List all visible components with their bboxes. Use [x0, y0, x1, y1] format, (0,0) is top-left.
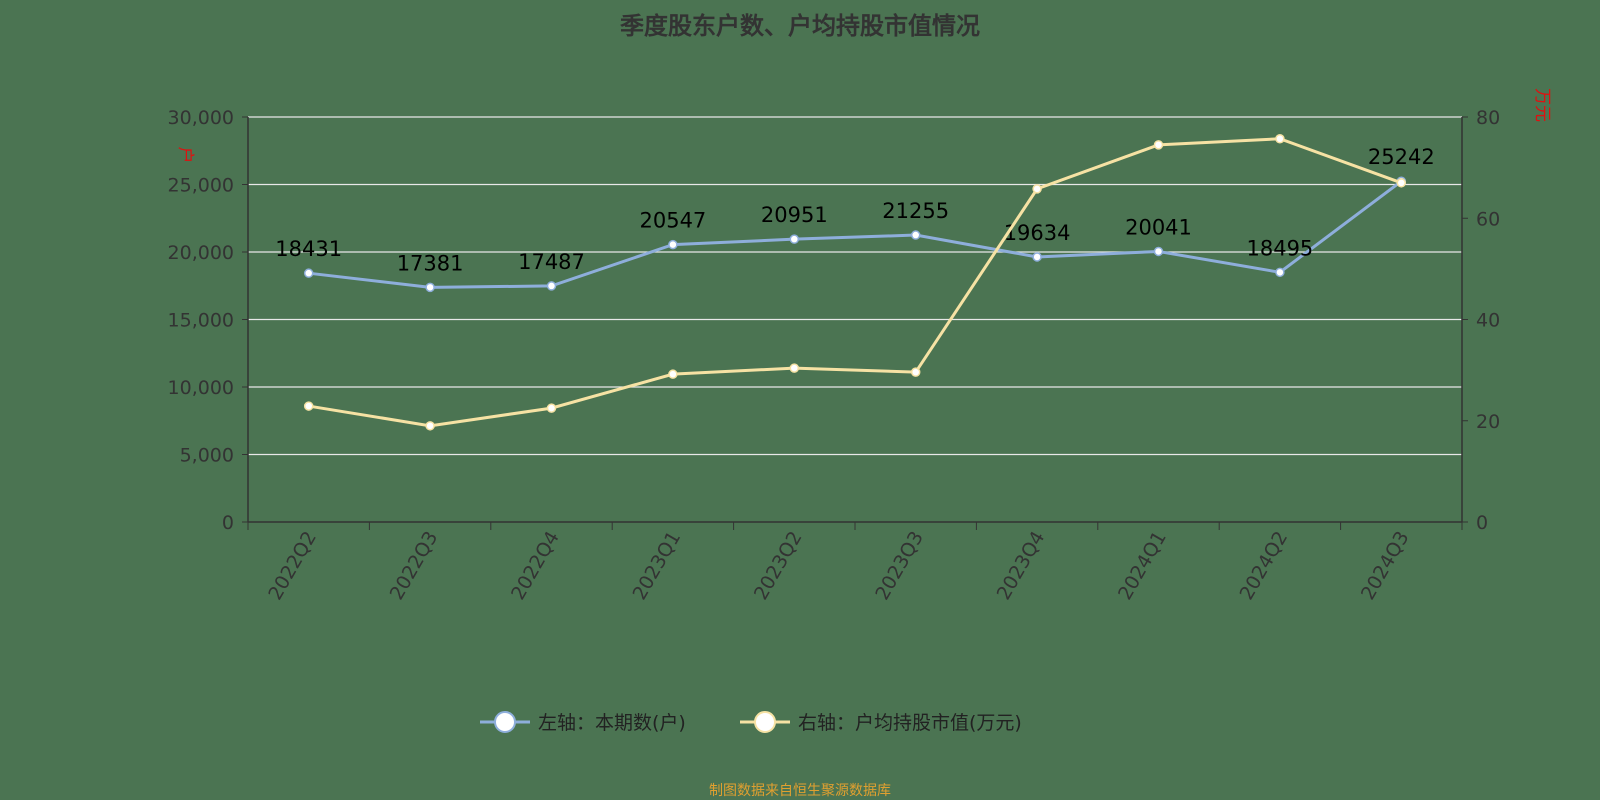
x-axis-tick-label: 2022Q2 — [264, 528, 321, 604]
series-line-1 — [308, 180, 1403, 289]
data-label: 20547 — [639, 209, 706, 233]
data-point — [910, 230, 921, 240]
right-axis-tick-label: 20 — [1476, 411, 1500, 433]
data-point — [1396, 178, 1407, 188]
left-axis-tick-label: 30,000 — [168, 107, 234, 129]
source-note: 制图数据来自恒生聚源数据库 — [709, 783, 891, 799]
data-point — [303, 268, 314, 278]
data-point — [425, 421, 435, 431]
data-label: 25242 — [1368, 145, 1435, 169]
legend-label: 左轴：本期数(户) — [538, 712, 686, 734]
data-point — [1153, 246, 1164, 257]
data-point — [789, 234, 800, 244]
data-point — [1275, 267, 1285, 278]
x-axis-tick-label: 2023Q3 — [871, 528, 928, 604]
data-label: 20951 — [761, 203, 828, 227]
x-axis-tick-label: 2022Q3 — [386, 528, 443, 604]
x-axis-tick-label: 2022Q4 — [507, 528, 564, 604]
x-axis-tick-label: 2024Q1 — [1114, 528, 1171, 604]
left-axis-tick-label: 0 — [222, 512, 234, 534]
x-axis-tick-label: 2023Q1 — [628, 528, 685, 604]
series-line-2 — [308, 137, 1402, 428]
chart-title: 季度股东户数、户均持股市值情况 — [620, 12, 980, 40]
right-axis-unit: 万元 — [1532, 88, 1552, 122]
data-label: 17381 — [397, 251, 464, 275]
data-point — [303, 401, 314, 411]
data-label: 17487 — [518, 250, 585, 274]
x-axis-tick-label: 2023Q2 — [750, 528, 807, 604]
data-label: 18495 — [1246, 236, 1313, 260]
data-point — [668, 369, 678, 379]
legend-swatch-marker — [494, 711, 516, 733]
data-point — [1153, 140, 1164, 150]
legend-swatch-marker — [754, 711, 776, 733]
data-label: 18431 — [275, 237, 342, 261]
left-axis-unit: 户 — [175, 147, 195, 164]
left-axis-tick-label: 15,000 — [168, 310, 234, 332]
left-axis-tick-label: 20,000 — [168, 242, 234, 264]
right-axis-tick-label: 0 — [1476, 512, 1488, 534]
left-axis-tick-label: 25,000 — [168, 175, 234, 197]
data-label: 21255 — [882, 199, 949, 223]
data-point — [668, 239, 678, 250]
right-axis-tick-label: 40 — [1476, 310, 1500, 332]
x-axis-tick-label: 2024Q3 — [1357, 528, 1414, 604]
data-label: 20041 — [1125, 215, 1192, 239]
data-point — [910, 367, 921, 377]
left-axis-tick-label: 10,000 — [168, 377, 234, 399]
data-point — [1032, 252, 1042, 262]
data-point — [1275, 134, 1285, 144]
right-axis-tick-label: 60 — [1476, 208, 1500, 230]
x-axis-tick-label: 2024Q2 — [1235, 528, 1292, 604]
right-axis-tick-label: 80 — [1476, 107, 1500, 129]
data-point — [1032, 184, 1042, 194]
data-point — [789, 363, 800, 373]
x-axis-tick-label: 2023Q4 — [993, 528, 1050, 604]
data-point — [546, 281, 557, 291]
data-point — [425, 282, 435, 293]
data-point — [546, 403, 557, 413]
legend-label: 右轴：户均持股市值(万元) — [798, 712, 1022, 734]
left-axis-tick-label: 5,000 — [180, 445, 234, 467]
